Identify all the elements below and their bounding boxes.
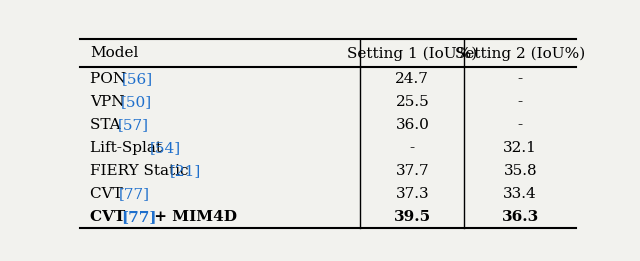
Text: 39.5: 39.5: [394, 210, 431, 224]
Text: Lift-Splat: Lift-Splat: [90, 141, 167, 155]
Text: [54]: [54]: [150, 141, 180, 155]
Text: 25.5: 25.5: [396, 95, 429, 109]
Text: 36.0: 36.0: [396, 118, 429, 132]
Text: CVT: CVT: [90, 210, 131, 224]
Text: CVT: CVT: [90, 187, 127, 201]
Text: [77]: [77]: [122, 210, 157, 224]
Text: -: -: [410, 141, 415, 155]
Text: 32.1: 32.1: [503, 141, 537, 155]
Text: [77]: [77]: [119, 187, 150, 201]
Text: 24.7: 24.7: [396, 72, 429, 86]
Text: VPN: VPN: [90, 95, 129, 109]
Text: -: -: [518, 118, 523, 132]
Text: 37.7: 37.7: [396, 164, 429, 178]
Text: [57]: [57]: [117, 118, 148, 132]
Text: [50]: [50]: [120, 95, 152, 109]
Text: [56]: [56]: [122, 72, 153, 86]
Text: 33.4: 33.4: [503, 187, 537, 201]
Text: FIERY Static: FIERY Static: [90, 164, 193, 178]
Text: 36.3: 36.3: [502, 210, 539, 224]
Text: Model: Model: [90, 46, 138, 61]
Text: Setting 1 (IoU%): Setting 1 (IoU%): [347, 46, 477, 61]
Text: STA: STA: [90, 118, 125, 132]
Text: PON: PON: [90, 72, 131, 86]
Text: + MIM4D: + MIM4D: [149, 210, 237, 224]
Text: -: -: [518, 72, 523, 86]
Text: 37.3: 37.3: [396, 187, 429, 201]
Text: [21]: [21]: [170, 164, 202, 178]
Text: Setting 2 (IoU%): Setting 2 (IoU%): [455, 46, 586, 61]
Text: -: -: [518, 95, 523, 109]
Text: 35.8: 35.8: [504, 164, 537, 178]
